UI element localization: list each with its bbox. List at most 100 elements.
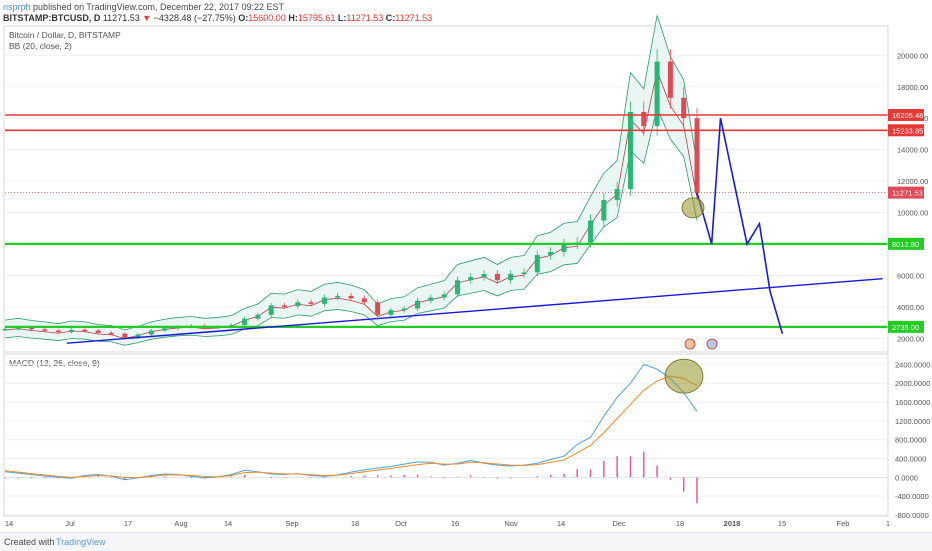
candle-body xyxy=(55,330,61,333)
price-tick-label: 18000.00 xyxy=(897,83,928,92)
candle-body xyxy=(627,111,633,189)
close-value: 11271.53 xyxy=(395,13,433,23)
candle-body xyxy=(534,255,540,273)
candle-body xyxy=(69,329,75,333)
close-label: C: xyxy=(385,13,396,23)
candle-body xyxy=(441,294,447,298)
level-price-tag xyxy=(888,108,924,121)
candle-body xyxy=(494,273,500,281)
macd-tick-label: 800.0000 xyxy=(895,436,926,445)
candle-body xyxy=(122,333,128,338)
x-tick-label: Sep xyxy=(285,519,298,528)
price-pane-title: Bitcoin / Dollar, D, BITSTAMP xyxy=(9,30,121,40)
level-price-tag xyxy=(888,237,924,250)
price-tick-label: 4000.00 xyxy=(897,303,924,312)
created-with-text: Created with xyxy=(4,537,55,547)
level-price-label: 15233.85 xyxy=(892,126,923,135)
candle-body xyxy=(281,305,287,307)
x-tick-label: 14 xyxy=(5,519,13,528)
level-price-label: 16205.48 xyxy=(892,111,923,120)
candle-body xyxy=(108,332,114,335)
candle-body xyxy=(401,308,407,311)
macd-line xyxy=(4,363,698,481)
candle-body xyxy=(162,328,168,331)
candle-body xyxy=(348,295,354,299)
tradingview-logo[interactable]: TradingView xyxy=(56,537,106,547)
candle-body xyxy=(508,273,514,281)
level-price-tag xyxy=(888,124,924,137)
x-tick-label: 2018 xyxy=(724,519,741,528)
support-trendline xyxy=(66,277,883,344)
low-value: 11271.53 xyxy=(346,13,384,23)
candle-body xyxy=(454,280,460,295)
change-value: −4328.48 (−27.75%) xyxy=(153,13,236,23)
macd-tick-label: -400.0000 xyxy=(895,492,929,501)
macd-pane-title: MACD (12, 26, close, 9) xyxy=(9,358,100,368)
x-tick-label: 18 xyxy=(676,519,684,528)
candle-body xyxy=(561,244,567,252)
symbol-label: BITSTAMP:BTCUSD, D xyxy=(3,13,101,23)
candle-body xyxy=(681,97,687,119)
candle-body xyxy=(42,329,48,331)
price-chart-canvas[interactable]: Bitcoin / Dollar, D, BITSTAMP BB (20, cl… xyxy=(0,0,932,532)
price-tick-label: 14000.00 xyxy=(897,146,928,155)
x-tick-label: 14 xyxy=(557,519,565,528)
last-price: 11271.53 xyxy=(102,13,140,23)
price-tick-label: 12000.00 xyxy=(897,177,928,186)
x-tick-label: 1 xyxy=(886,519,890,528)
high-value: 15795.61 xyxy=(297,13,336,23)
event-badge-icon[interactable] xyxy=(684,338,696,350)
price-tick-label: 10000.00 xyxy=(897,209,928,218)
candle-body xyxy=(335,295,341,298)
candle-body xyxy=(468,277,474,281)
x-tick-label: 15 xyxy=(778,519,786,528)
candle-body xyxy=(375,302,381,315)
macd-pane-frame xyxy=(3,353,889,517)
candle-body xyxy=(361,298,367,303)
open-label: O: xyxy=(238,13,249,23)
x-tick-label: Aug xyxy=(174,519,187,528)
candle-body xyxy=(148,330,154,335)
macd-tick-label: 1600.0000 xyxy=(895,398,930,407)
macd-tick-label: 1200.0000 xyxy=(895,417,930,426)
publish-info: nsprph published on TradingView.com, Dec… xyxy=(3,2,284,13)
x-tick-label: 17 xyxy=(124,519,132,528)
candle-body xyxy=(135,334,141,338)
candle-body xyxy=(388,310,394,315)
x-tick-label: Oct xyxy=(395,519,408,528)
macd-highlight-circle xyxy=(664,358,704,394)
candle-body xyxy=(2,328,8,331)
last-price-tag xyxy=(888,186,924,199)
level-price-label: 2735.00 xyxy=(892,323,919,332)
publisher-name[interactable]: nsprph xyxy=(3,2,31,12)
open-value: 15600.00 xyxy=(248,13,286,23)
published-text: published on TradingView.com, December 2… xyxy=(33,2,285,12)
candle-body xyxy=(521,272,527,274)
candle-body xyxy=(428,297,434,301)
event-badge-icon[interactable] xyxy=(706,338,718,350)
bollinger-band-fill xyxy=(5,15,697,346)
projection-path xyxy=(696,118,784,334)
candle-body xyxy=(268,305,274,315)
bollinger-lower-line xyxy=(4,106,698,346)
x-tick-label: 16 xyxy=(451,519,459,528)
x-tick-label: Feb xyxy=(837,519,850,528)
price-tick-label: 6000.00 xyxy=(897,272,924,281)
candle-body xyxy=(29,327,35,330)
macd-tick-label: 2000.0000 xyxy=(895,379,930,388)
x-tick-label: Jul xyxy=(65,519,75,528)
price-tick-label: 20000.00 xyxy=(897,51,928,60)
candle-body xyxy=(255,314,261,319)
ohlc-bar: BITSTAMP:BTCUSD, D 11271.53 ▼ −4328.48 (… xyxy=(3,13,432,24)
highlight-circle xyxy=(681,197,705,219)
candle-body xyxy=(15,327,21,329)
bb-indicator-label: BB (20, close, 2) xyxy=(9,41,72,51)
x-tick-label: Nov xyxy=(504,519,518,528)
price-tick-label: 2000.00 xyxy=(897,334,924,343)
footer-bar: Created with TradingView xyxy=(0,532,932,551)
candle-body xyxy=(481,273,487,278)
candle-body xyxy=(588,220,594,243)
candle-body xyxy=(242,318,248,326)
level-price-label: 8012.80 xyxy=(892,240,919,249)
macd-tick-label: -800.0000 xyxy=(895,511,929,520)
